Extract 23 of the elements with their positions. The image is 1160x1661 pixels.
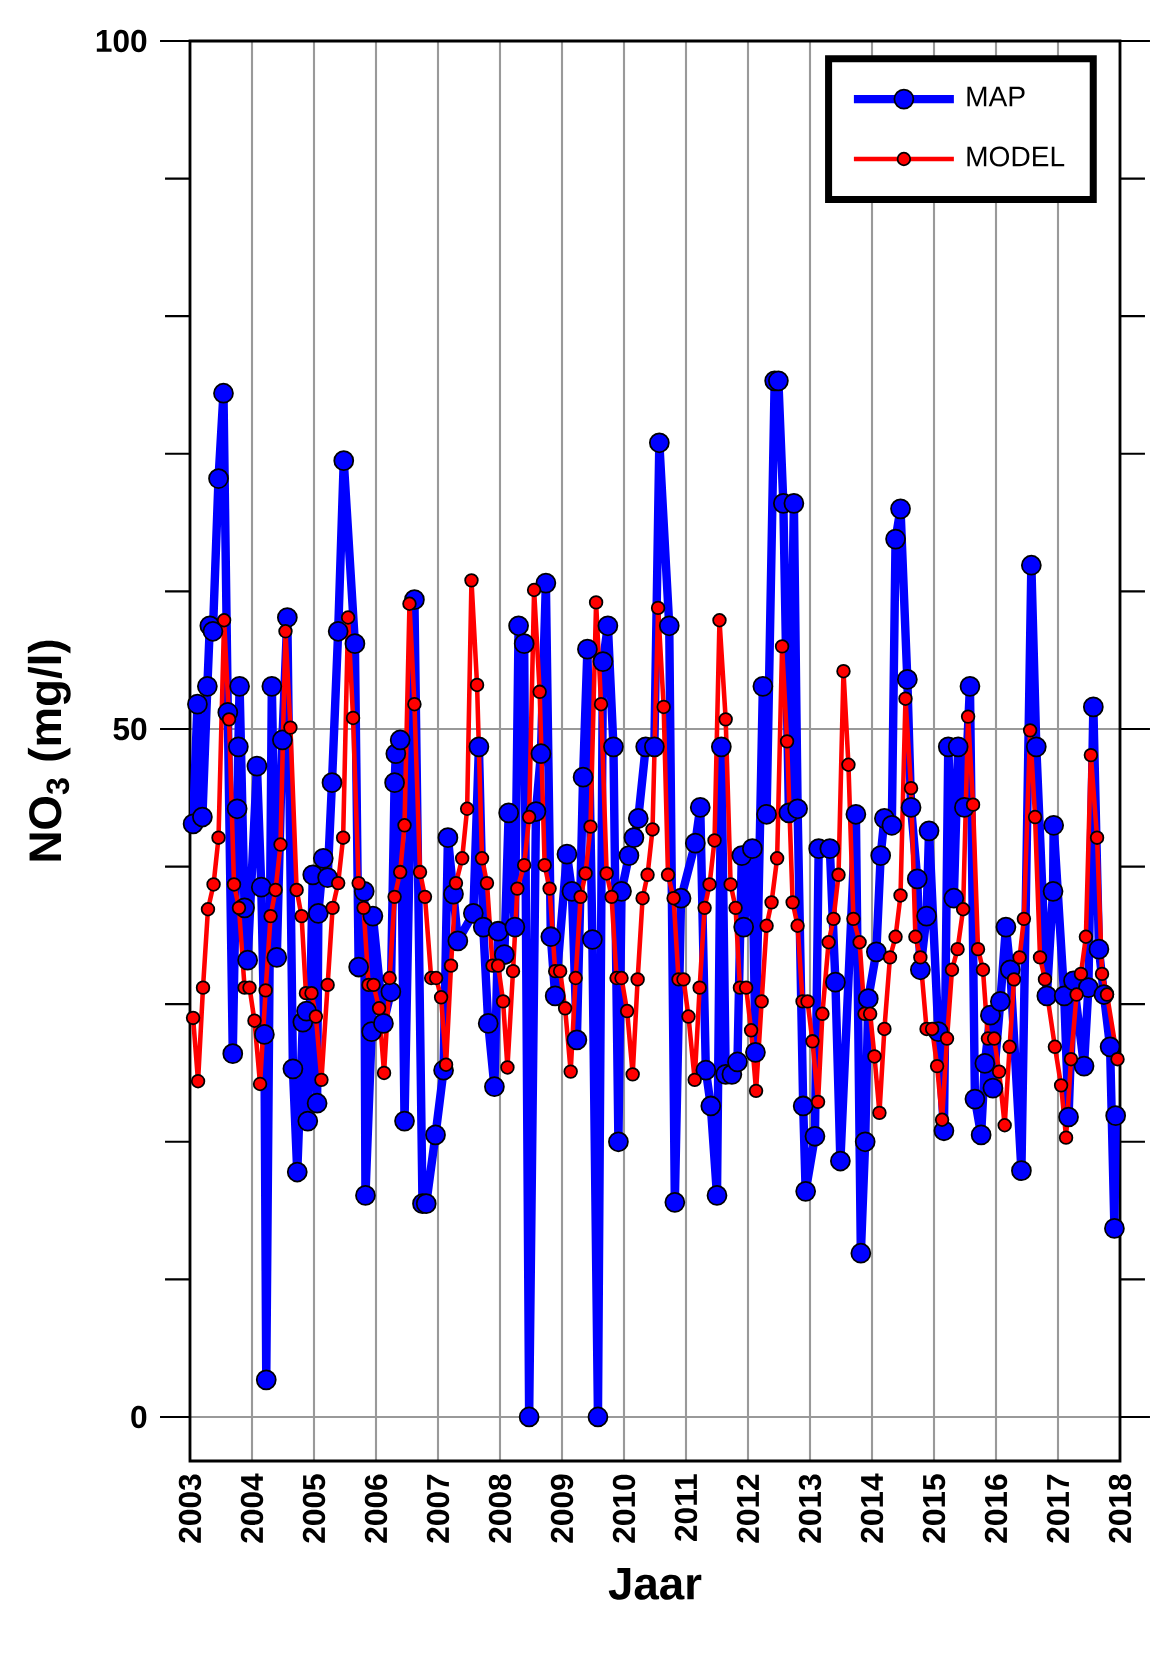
y-tick-label: 100: [96, 29, 147, 53]
x-tick-label: 2010: [612, 1474, 636, 1543]
legend-label: MODEL: [967, 146, 1065, 167]
x-tick-label: 2009: [550, 1474, 574, 1543]
legend-label: MAP: [967, 86, 1025, 107]
x-tick-label: 2003: [178, 1474, 202, 1543]
x-tick-label: 2017: [1046, 1474, 1070, 1543]
x-tick-label: 2012: [736, 1474, 760, 1543]
x-tick-label: 2018: [1108, 1474, 1132, 1543]
x-tick-label: 2011: [674, 1474, 698, 1541]
x-tick-label: 2016: [984, 1474, 1008, 1543]
x-tick-label: 2015: [922, 1474, 946, 1543]
x-tick-label: 2004: [240, 1473, 264, 1543]
x-tick-label: 2007: [426, 1474, 450, 1543]
y-tick-label: 50: [113, 717, 147, 741]
x-axis-title: Jaar: [608, 1567, 702, 1600]
x-tick-label: 2008: [488, 1474, 512, 1543]
x-tick-label: 2014: [860, 1473, 884, 1543]
x-tick-label: 2013: [798, 1474, 822, 1543]
y-axis-title: NO$_{3}$ (mg/l): [27, 640, 71, 861]
y-tick-label: 0: [131, 1405, 147, 1429]
x-tick-label: 2005: [302, 1474, 326, 1543]
x-tick-label: 2006: [364, 1474, 388, 1543]
